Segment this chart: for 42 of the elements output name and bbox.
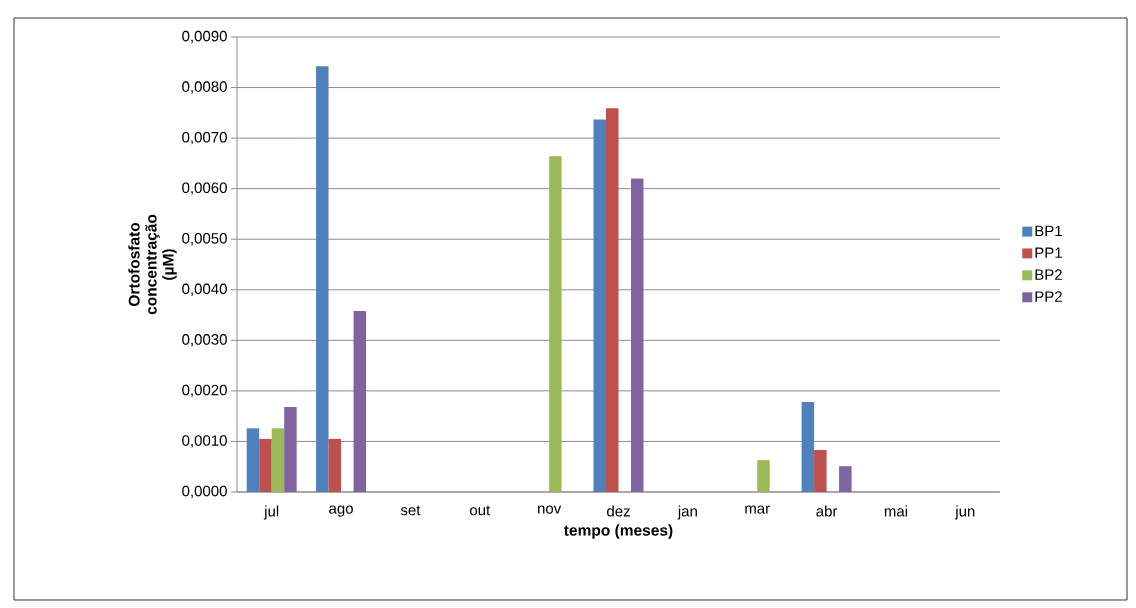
x-tick-label: jul: [263, 505, 279, 520]
bar: [814, 450, 827, 492]
x-tick-label: abr: [816, 505, 838, 517]
bar: [259, 438, 272, 492]
bar: [284, 407, 297, 492]
legend-label: BP1: [1035, 225, 1062, 237]
x-tick-label: out: [469, 505, 491, 516]
x-axis-title: tempo (meses): [564, 524, 673, 539]
y-axis-title: Ortofosfato concentração (µM): [128, 214, 177, 315]
y-tick-label: 0,0040: [182, 283, 227, 296]
bar: [593, 119, 606, 492]
bar: [353, 311, 367, 492]
legend-label: PP2: [1035, 291, 1062, 302]
x-tick-label: jan: [677, 505, 697, 520]
bar: [246, 428, 260, 492]
bar: [271, 428, 285, 492]
bar: [801, 402, 815, 492]
bar: [328, 438, 342, 492]
y-tick-label: 0,0050: [182, 233, 227, 246]
x-tick-label: ago: [329, 505, 353, 517]
bar: [757, 460, 770, 492]
legend-label: PP1: [1035, 247, 1062, 258]
y-tick-label: 0,0000: [182, 485, 227, 499]
bar: [839, 466, 852, 492]
y-tick-label: 0,0070: [182, 131, 227, 145]
y-tick-label: 0,0010: [182, 435, 227, 448]
bar: [606, 108, 619, 492]
x-tick-label: set: [400, 505, 421, 516]
y-tick-label: 0,0080: [182, 81, 227, 94]
y-tick-label: 0,0060: [182, 182, 227, 195]
x-tick-label: nov: [538, 505, 562, 514]
y-tick-label: 0,0090: [182, 30, 227, 44]
bar: [549, 156, 562, 492]
legend-label: BP2: [1035, 269, 1062, 280]
bar: [316, 66, 329, 492]
x-tick-label: dez: [607, 505, 630, 517]
y-tick-label: 0,0020: [182, 384, 227, 398]
bar: [631, 178, 644, 492]
y-tick-label: 0,0030: [182, 334, 227, 347]
x-tick-label: mar: [745, 505, 770, 514]
x-tick-label: mai: [884, 505, 908, 517]
x-tick-label: jun: [954, 505, 975, 520]
